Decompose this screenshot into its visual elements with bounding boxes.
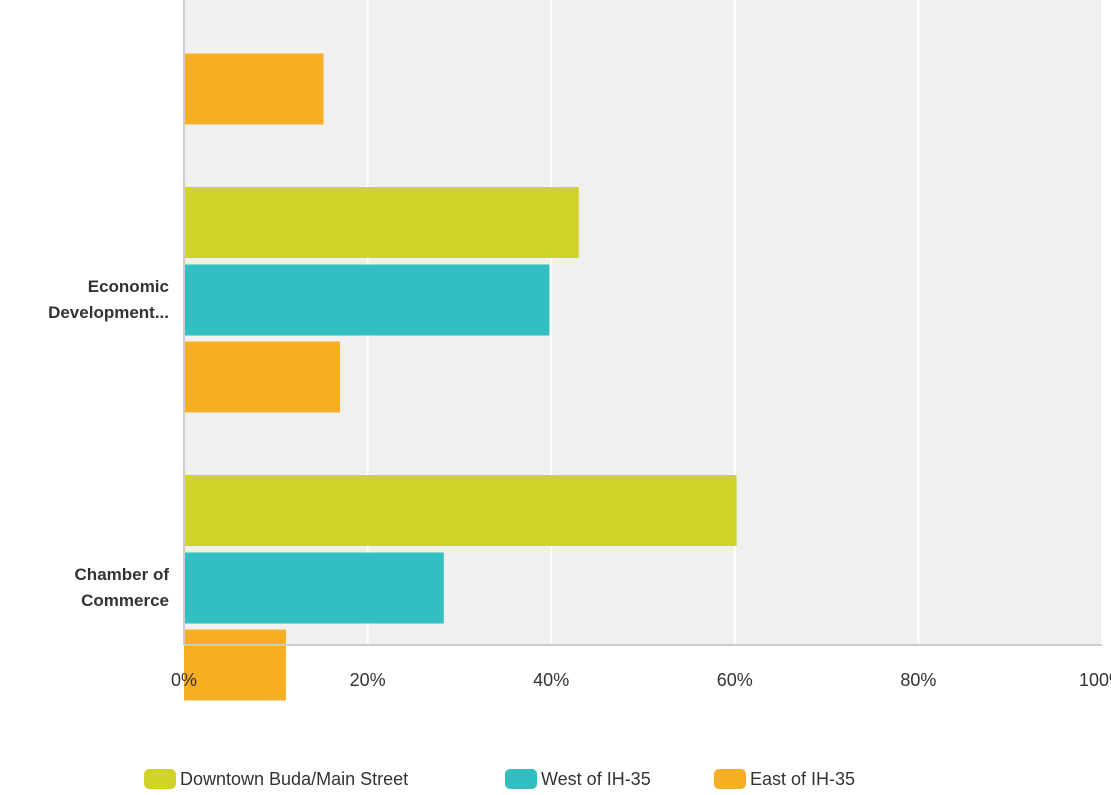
- x-tick-label: 40%: [533, 670, 569, 690]
- x-tick-label: 0%: [171, 670, 197, 690]
- category-labels: Economic Development... Chamber of Commerce: [48, 277, 169, 610]
- legend: Downtown Buda/Main Street West of IH-35 Ea…: [144, 769, 855, 789]
- legend-swatch: [505, 769, 537, 789]
- bar-chamber-of-commerce-series-2: [184, 629, 286, 701]
- category-label-chamber-of-commerce: Chamber of: [75, 565, 170, 584]
- legend-swatch: [714, 769, 746, 789]
- x-tick-label: 20%: [350, 670, 386, 690]
- x-tick-label: 100%: [1079, 670, 1111, 690]
- legend-label: East of IH-35: [750, 769, 855, 789]
- x-tick-label: 80%: [900, 670, 936, 690]
- bars: [184, 53, 737, 701]
- bar-economic-development-series-2: [184, 341, 341, 413]
- category-label-chamber-of-commerce: Commerce: [81, 591, 169, 610]
- legend-swatch: [144, 769, 176, 789]
- x-axis-ticks: 0% 20% 40% 60% 80% 100%: [171, 670, 1111, 690]
- x-tick-label: 60%: [717, 670, 753, 690]
- legend-label: West of IH-35: [541, 769, 651, 789]
- category-label-economic-development: Economic: [88, 277, 169, 296]
- legend-label: Downtown Buda/Main Street: [180, 769, 408, 789]
- bar-chamber-of-commerce-series-0: [184, 475, 737, 546]
- bar-economic-development-series-1: [184, 264, 550, 336]
- category-label-economic-development: Development...: [48, 303, 169, 322]
- bar-chamber-of-commerce-series-1: [184, 552, 444, 624]
- bar-economic-development-series-0: [184, 187, 579, 258]
- bar-top-partial-series-2: [184, 53, 324, 125]
